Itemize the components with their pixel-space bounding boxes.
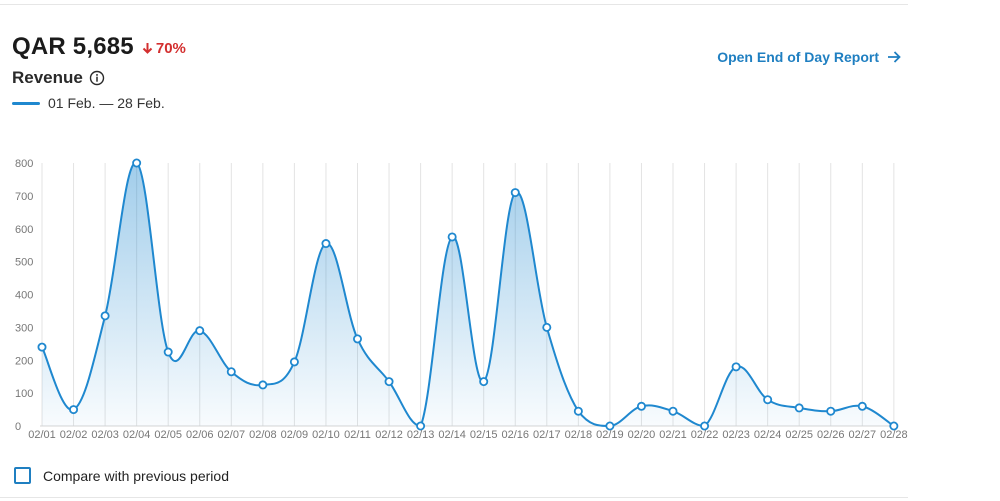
chart-title-row: Revenue xyxy=(12,68,105,88)
data-point xyxy=(857,401,867,411)
x-tick-label: 02/17 xyxy=(533,429,561,441)
data-point xyxy=(384,377,394,387)
y-tick-label: 0 xyxy=(15,421,21,433)
compare-label: Compare with previous period xyxy=(43,467,229,484)
x-tick-label: 02/15 xyxy=(470,429,498,441)
x-tick-label: 02/04 xyxy=(123,429,151,441)
y-tick-label: 800 xyxy=(15,158,33,170)
data-point xyxy=(794,403,804,413)
data-point xyxy=(447,232,457,242)
x-tick-label: 02/27 xyxy=(849,429,877,441)
data-point xyxy=(668,406,678,416)
data-point xyxy=(258,380,268,390)
data-point xyxy=(889,421,899,431)
x-tick-label: 02/19 xyxy=(596,429,624,441)
revenue-kpi: QAR 5,685 70% xyxy=(12,33,186,61)
data-point xyxy=(636,401,646,411)
data-point xyxy=(37,342,47,352)
y-tick-label: 200 xyxy=(15,355,33,367)
x-tick-label: 02/24 xyxy=(754,429,782,441)
arrow-down-icon xyxy=(142,43,153,54)
x-tick-label: 02/12 xyxy=(375,429,403,441)
x-tick-label: 02/13 xyxy=(407,429,435,441)
x-tick-label: 02/03 xyxy=(91,429,119,441)
data-point xyxy=(416,421,426,431)
x-tick-label: 02/07 xyxy=(218,429,246,441)
x-tick-label: 02/02 xyxy=(60,429,88,441)
revenue-total: QAR 5,685 xyxy=(12,33,134,60)
chart-legend: 01 Feb. — 28 Feb. xyxy=(12,95,165,111)
x-tick-label: 02/23 xyxy=(722,429,750,441)
x-tick-label: 02/10 xyxy=(312,429,340,441)
data-point xyxy=(195,326,205,336)
open-report-link[interactable]: Open End of Day Report xyxy=(717,49,901,65)
y-tick-label: 500 xyxy=(15,257,33,269)
data-point xyxy=(700,421,710,431)
bottom-divider xyxy=(0,497,908,498)
data-point xyxy=(510,188,520,198)
x-tick-label: 02/06 xyxy=(186,429,214,441)
data-point xyxy=(542,322,552,332)
compare-checkbox[interactable] xyxy=(14,467,31,484)
chart-title: Revenue xyxy=(12,68,83,87)
data-point xyxy=(289,357,299,367)
y-tick-label: 600 xyxy=(15,224,33,236)
x-tick-label: 02/11 xyxy=(344,429,371,441)
revenue-change: 70% xyxy=(142,40,186,57)
top-divider xyxy=(0,4,908,5)
x-tick-label: 02/26 xyxy=(817,429,845,441)
x-tick-label: 02/05 xyxy=(154,429,182,441)
open-report-label: Open End of Day Report xyxy=(717,49,879,65)
x-tick-label: 02/20 xyxy=(628,429,656,441)
data-point xyxy=(100,311,110,321)
y-tick-label: 300 xyxy=(15,322,33,334)
data-point xyxy=(479,377,489,387)
x-tick-label: 02/28 xyxy=(880,429,908,441)
data-point xyxy=(605,421,615,431)
data-point xyxy=(352,334,362,344)
x-tick-label: 02/09 xyxy=(281,429,309,441)
x-tick-label: 02/18 xyxy=(565,429,593,441)
compare-previous-period[interactable]: Compare with previous period xyxy=(14,467,229,484)
x-tick-label: 02/08 xyxy=(249,429,277,441)
revenue-change-value: 70% xyxy=(155,39,186,57)
data-point xyxy=(763,395,773,405)
arrow-right-icon xyxy=(888,51,901,63)
data-point xyxy=(69,405,79,415)
data-point xyxy=(826,406,836,416)
data-point xyxy=(731,362,741,372)
series-area xyxy=(42,162,894,426)
data-point xyxy=(321,239,331,249)
data-point xyxy=(226,367,236,377)
x-tick-label: 02/21 xyxy=(659,429,687,441)
x-tick-label: 02/01 xyxy=(28,429,56,441)
legend-label: 01 Feb. — 28 Feb. xyxy=(48,95,165,111)
x-tick-label: 02/16 xyxy=(501,429,529,441)
data-point xyxy=(573,406,583,416)
x-tick-label: 02/25 xyxy=(785,429,813,441)
x-tick-label: 02/14 xyxy=(438,429,466,441)
y-tick-label: 100 xyxy=(15,388,33,400)
data-point xyxy=(132,158,142,168)
legend-swatch xyxy=(12,101,40,105)
data-point xyxy=(163,347,173,357)
y-tick-label: 400 xyxy=(15,290,33,302)
x-tick-label: 02/22 xyxy=(691,429,719,441)
info-icon[interactable] xyxy=(89,70,105,86)
y-tick-label: 700 xyxy=(15,191,33,203)
